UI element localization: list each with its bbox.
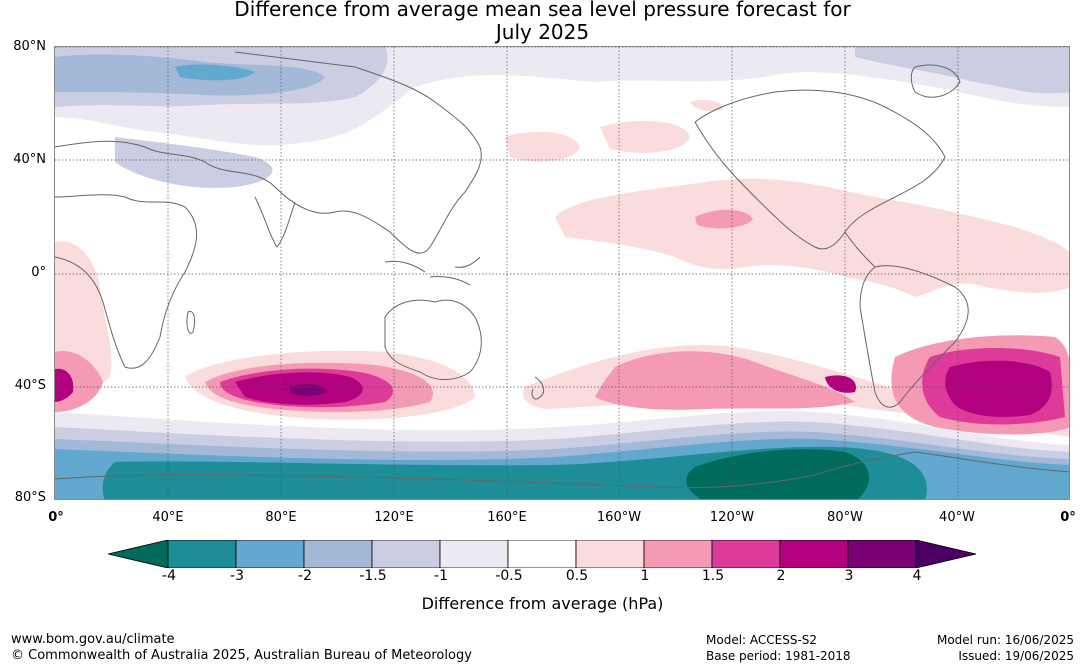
colorbar-title: Difference from average (hPa) [421,594,664,613]
colorbar-tick: -0.5 [495,568,523,584]
lon-label-120w: 120°W [709,510,755,525]
colorbar-tick: 3 [844,568,854,584]
colorbar-swatch [439,540,509,568]
lat-label-80n: 80°N [13,39,46,54]
colorbar-swatch [167,540,237,568]
colorbar-swatch [371,540,441,568]
colorbar-tick: -1.5 [359,568,387,584]
footer-base-period: Base period: 1981-2018 [706,649,851,663]
footer-issued: Issued: 19/06/2025 [958,649,1074,663]
lat-label-40n: 40°N [13,152,46,167]
colorbar-swatch [303,540,373,568]
footer-model: Model: ACCESS-S2 [706,633,818,647]
colorbar-tick: -1 [434,568,448,584]
colorbar-tick: 1 [640,568,650,584]
lon-label-40e: 40°E [152,510,184,525]
lon-label-40w: 40°W [939,510,975,525]
footer-copyright: © Commonwealth of Australia 2025, Austra… [11,648,472,663]
lat-label-80s: 80°S [14,490,46,505]
colorbar-tick: 1.5 [701,568,725,584]
colorbar-swatch [779,540,849,568]
lon-label-80w: 80°W [827,510,863,525]
north-pacific-positive [505,131,580,162]
colorbar-tick: 0.5 [565,568,589,584]
north-atlantic-negative [855,47,1069,94]
colorbar-swatch [847,540,917,568]
lat-label-0: 0° [31,265,46,280]
pressure-anomaly-map [54,46,1070,500]
colorbar-swatch [507,540,577,568]
coastlines [55,51,1069,489]
colorbar-swatch [235,540,305,568]
footer-model-run: Model run: 16/06/2025 [936,633,1074,647]
tropical-pacific-positive [555,178,1069,297]
lon-label-80e: 80°E [265,510,297,525]
colorbar-tick: -2 [298,568,312,584]
colorbar-swatch-max [915,540,977,568]
colorbar-tick: 2 [776,568,786,584]
lon-label-120e: 120°E [374,510,414,525]
lat-label-40s: 40°S [14,378,46,393]
lon-label-160e: 160°E [487,510,527,525]
colorbar-swatch [711,540,781,568]
map-title-line1: Difference from average mean sea level p… [234,0,851,21]
colorbar-tick: -3 [230,568,244,584]
colorbar-swatch [575,540,645,568]
amundsen-sea-strong-negative [686,449,869,499]
lon-label-160w: 160°W [596,510,642,525]
colorbar-swatch-min [108,540,169,568]
colorbar-tick: -4 [162,568,176,584]
map-title-line2: July 2025 [495,20,590,44]
footer-url[interactable]: www.bom.gov.au/climate [11,632,175,647]
lon-label-0-west: 0° [48,510,64,525]
lon-label-0-east: 0° [1060,510,1076,525]
colorbar [108,540,977,568]
colorbar-swatch [643,540,713,568]
colorbar-tick: 4 [912,568,922,584]
